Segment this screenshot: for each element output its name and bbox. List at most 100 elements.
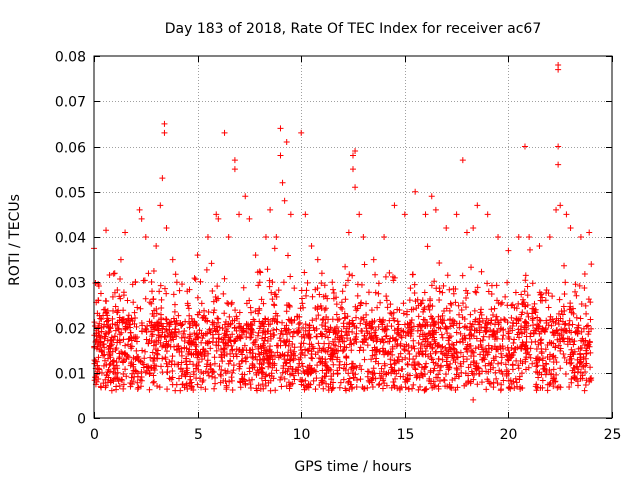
- data-point-cloud: [533, 355, 540, 362]
- data-point-cloud: [277, 376, 284, 383]
- data-point-cloud: [429, 356, 436, 363]
- data-point-cloud: [116, 355, 123, 362]
- data-point-cloud: [346, 320, 353, 327]
- data-point-cloud: [480, 349, 487, 356]
- data-point: [422, 211, 429, 218]
- data-point-cloud: [406, 356, 413, 363]
- data-point-cloud: [353, 330, 360, 337]
- data-point-cloud: [427, 369, 434, 376]
- data-point-cloud: [101, 357, 108, 364]
- data-point-cloud: [521, 299, 528, 306]
- data-point: [97, 315, 104, 322]
- data-point-cloud: [296, 360, 303, 367]
- data-point-cloud: [208, 260, 215, 267]
- data-point-cloud: [129, 370, 136, 377]
- data-point-cloud: [378, 365, 385, 372]
- data-point-cloud: [140, 277, 147, 284]
- data-point-cloud: [312, 368, 319, 375]
- data-point-cloud: [415, 323, 422, 330]
- data-point-cloud: [387, 335, 394, 342]
- data-point-cloud: [198, 368, 205, 375]
- data-point-cloud: [188, 379, 195, 386]
- data-point-cloud: [587, 364, 594, 371]
- data-point-cloud: [302, 377, 309, 384]
- data-point-cloud: [358, 299, 365, 306]
- data-point-cloud: [582, 337, 589, 344]
- data-point-cloud: [215, 331, 222, 338]
- data-point-cloud: [325, 383, 332, 390]
- data-point-cloud: [104, 368, 111, 375]
- data-point-cloud: [393, 370, 400, 377]
- data-point-cloud: [125, 312, 132, 319]
- data-point-cloud: [506, 350, 513, 357]
- data-point-cloud: [247, 330, 254, 337]
- axis-ticks: 0 0.01 0.02 0.03 0.04 0.05 0.06 0.07 0.08 0 5 10 15 2…: [55, 50, 622, 444]
- data-point: [352, 148, 359, 155]
- data-point-cloud: [442, 323, 449, 330]
- data-point-cloud: [148, 300, 155, 307]
- data-point-cloud: [142, 348, 149, 355]
- data-point: [555, 161, 562, 168]
- data-point-cloud: [306, 362, 313, 369]
- data-point-cloud: [431, 278, 438, 285]
- data-point-cloud: [265, 363, 272, 370]
- data-point-cloud: [378, 372, 385, 379]
- y-tick-label: 0.01: [55, 367, 86, 383]
- data-point-cloud: [283, 308, 290, 315]
- data-point-cloud: [436, 285, 443, 292]
- data-point-cloud: [218, 372, 225, 379]
- data-point-cloud: [502, 293, 509, 300]
- data-point-cloud: [380, 339, 387, 346]
- data-point-cloud: [532, 309, 539, 316]
- data-point: [567, 224, 574, 231]
- y-tick-label: 0.07: [55, 95, 86, 111]
- data-point-cloud: [325, 344, 332, 351]
- data-point-cloud: [345, 277, 352, 284]
- data-point: [495, 234, 502, 240]
- data-point: [149, 288, 156, 295]
- data-point-cloud: [492, 369, 499, 376]
- data-point-cloud: [211, 385, 218, 392]
- data-point-cloud: [389, 343, 396, 350]
- data-point-cloud: [267, 343, 274, 350]
- data-point-cloud: [539, 357, 546, 364]
- data-point-cloud: [130, 299, 137, 306]
- data-point-cloud: [288, 319, 295, 326]
- data-point-cloud: [284, 367, 291, 374]
- data-point-cloud: [186, 346, 193, 353]
- data-point-cloud: [567, 300, 574, 307]
- data-point-cloud: [471, 359, 478, 366]
- data-point-cloud: [368, 333, 375, 340]
- data-point-cloud: [550, 359, 557, 366]
- data-point-cloud: [146, 386, 153, 393]
- data-point-cloud: [259, 365, 266, 372]
- data-point-cloud: [468, 368, 475, 375]
- data-point-cloud: [386, 338, 393, 345]
- data-point-cloud: [246, 297, 253, 304]
- data-point-cloud: [387, 361, 394, 368]
- data-point-cloud: [405, 347, 412, 354]
- data-point-cloud: [491, 321, 498, 328]
- data-point-cloud: [267, 348, 274, 355]
- data-point-cloud: [138, 319, 145, 326]
- data-point: [298, 129, 305, 136]
- data-point-cloud: [237, 384, 244, 391]
- data-point-cloud: [93, 371, 100, 378]
- data-point-cloud: [287, 273, 294, 280]
- data-point-cloud: [120, 292, 127, 299]
- data-point-cloud: [190, 387, 197, 394]
- data-point-cloud: [154, 382, 161, 389]
- data-point-cloud: [519, 309, 526, 316]
- data-point-cloud: [325, 326, 332, 333]
- data-point-cloud: [426, 375, 433, 382]
- data-point-cloud: [223, 382, 230, 389]
- data-point-cloud: [208, 366, 215, 373]
- data-point-cloud: [414, 373, 421, 380]
- data-point-cloud: [168, 330, 175, 337]
- data-point-cloud: [163, 338, 170, 345]
- data-point-cloud: [258, 296, 265, 303]
- data-point-cloud: [92, 358, 99, 365]
- data-point-cloud: [545, 290, 552, 297]
- data-point-cloud: [250, 316, 257, 323]
- data-point-cloud: [178, 359, 185, 366]
